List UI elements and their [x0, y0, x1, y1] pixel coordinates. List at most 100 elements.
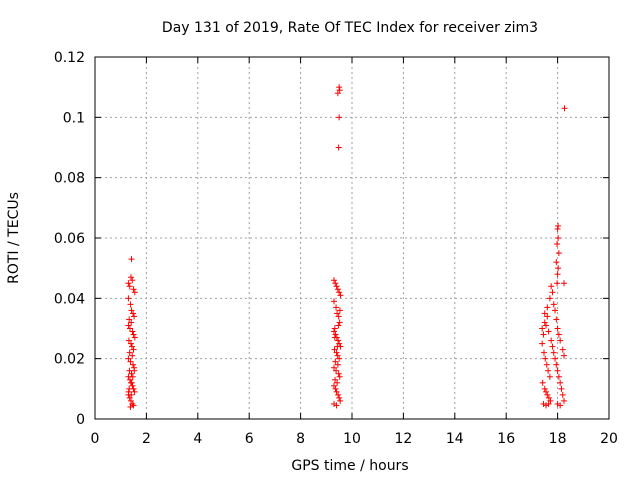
- data-point: [336, 319, 343, 326]
- data-point: [125, 337, 132, 344]
- data-point: [334, 90, 341, 97]
- data-point: [335, 337, 342, 344]
- data-point: [554, 280, 561, 287]
- data-point: [128, 379, 135, 386]
- data-point: [557, 337, 564, 344]
- data-point: [554, 241, 561, 248]
- data-point: [331, 277, 338, 284]
- data-point: [553, 259, 560, 266]
- data-point: [549, 289, 556, 296]
- data-point: [561, 352, 568, 359]
- data-point: [130, 402, 137, 409]
- chart-title: Day 131 of 2019, Rate Of TEC Index for r…: [162, 20, 538, 36]
- data-point: [125, 295, 132, 302]
- data-point: [333, 283, 340, 290]
- data-point: [336, 394, 343, 401]
- data-point: [561, 280, 568, 287]
- x-tick-label: 14: [446, 431, 464, 447]
- data-point: [559, 391, 566, 398]
- data-point: [331, 328, 338, 335]
- data-point: [333, 388, 340, 395]
- data-point: [130, 310, 137, 317]
- data-point: [331, 334, 338, 341]
- x-tick-label: 10: [343, 431, 361, 447]
- y-tick-label: 0: [76, 412, 85, 428]
- data-point: [545, 400, 552, 407]
- data-point: [554, 225, 561, 232]
- data-point: [552, 307, 559, 314]
- data-point: [554, 271, 561, 278]
- data-point: [336, 340, 343, 347]
- x-tick-label: 18: [549, 431, 567, 447]
- data-point: [334, 379, 341, 386]
- data-point: [126, 394, 133, 401]
- x-tick-label: 12: [394, 431, 412, 447]
- y-tick-label: 0.12: [54, 50, 85, 66]
- data-point: [332, 376, 339, 383]
- data-point: [549, 343, 556, 350]
- data-point: [543, 322, 550, 329]
- data-point: [131, 334, 138, 341]
- data-point: [336, 114, 343, 121]
- data-point: [336, 373, 343, 380]
- data-point: [332, 331, 339, 338]
- data-point: [130, 331, 137, 338]
- data-point: [128, 319, 135, 326]
- data-point: [550, 301, 557, 308]
- data-point: [540, 331, 547, 338]
- data-point: [336, 355, 343, 362]
- data-point: [541, 385, 548, 392]
- data-point: [131, 313, 138, 320]
- data-point: [332, 385, 339, 392]
- data-point: [546, 295, 553, 302]
- data-point: [337, 292, 344, 299]
- data-point: [125, 280, 132, 287]
- data-point: [128, 307, 135, 314]
- data-point: [555, 222, 562, 229]
- data-point: [129, 277, 136, 284]
- data-point: [554, 325, 561, 332]
- data-point: [552, 355, 559, 362]
- data-point: [554, 367, 561, 374]
- data-point: [335, 313, 342, 320]
- data-point: [127, 274, 134, 281]
- y-tick-label: 0.04: [54, 291, 85, 307]
- data-point: [553, 316, 560, 323]
- data-point: [129, 382, 136, 389]
- data-point: [561, 105, 568, 112]
- data-point: [126, 349, 133, 356]
- data-points: [125, 84, 568, 410]
- data-point: [129, 343, 136, 350]
- data-point: [546, 373, 553, 380]
- data-point: [555, 265, 562, 272]
- data-point: [555, 235, 562, 241]
- data-point: [130, 286, 137, 293]
- data-point: [331, 325, 338, 332]
- data-point: [127, 397, 134, 404]
- data-point: [126, 283, 133, 290]
- data-point: [540, 349, 547, 356]
- data-point: [543, 388, 550, 395]
- data-point: [128, 370, 135, 377]
- data-point: [332, 358, 339, 365]
- data-point: [334, 361, 341, 368]
- data-point: [336, 84, 343, 91]
- data-point: [334, 343, 341, 350]
- data-point: [130, 361, 137, 368]
- y-tick-label: 0.06: [54, 231, 85, 247]
- data-point: [539, 325, 546, 332]
- data-point: [334, 286, 341, 293]
- data-point: [555, 331, 562, 338]
- x-tick-label: 20: [600, 431, 618, 447]
- data-point: [332, 280, 339, 287]
- data-point: [559, 346, 566, 353]
- data-point: [544, 391, 551, 398]
- data-point: [126, 385, 133, 392]
- data-point: [126, 325, 133, 332]
- x-axis-label: GPS time / hours: [291, 458, 408, 474]
- data-point: [539, 379, 546, 386]
- data-point: [548, 337, 555, 344]
- x-tick-label: 2: [142, 431, 151, 447]
- data-point: [557, 402, 564, 409]
- data-point: [129, 352, 136, 359]
